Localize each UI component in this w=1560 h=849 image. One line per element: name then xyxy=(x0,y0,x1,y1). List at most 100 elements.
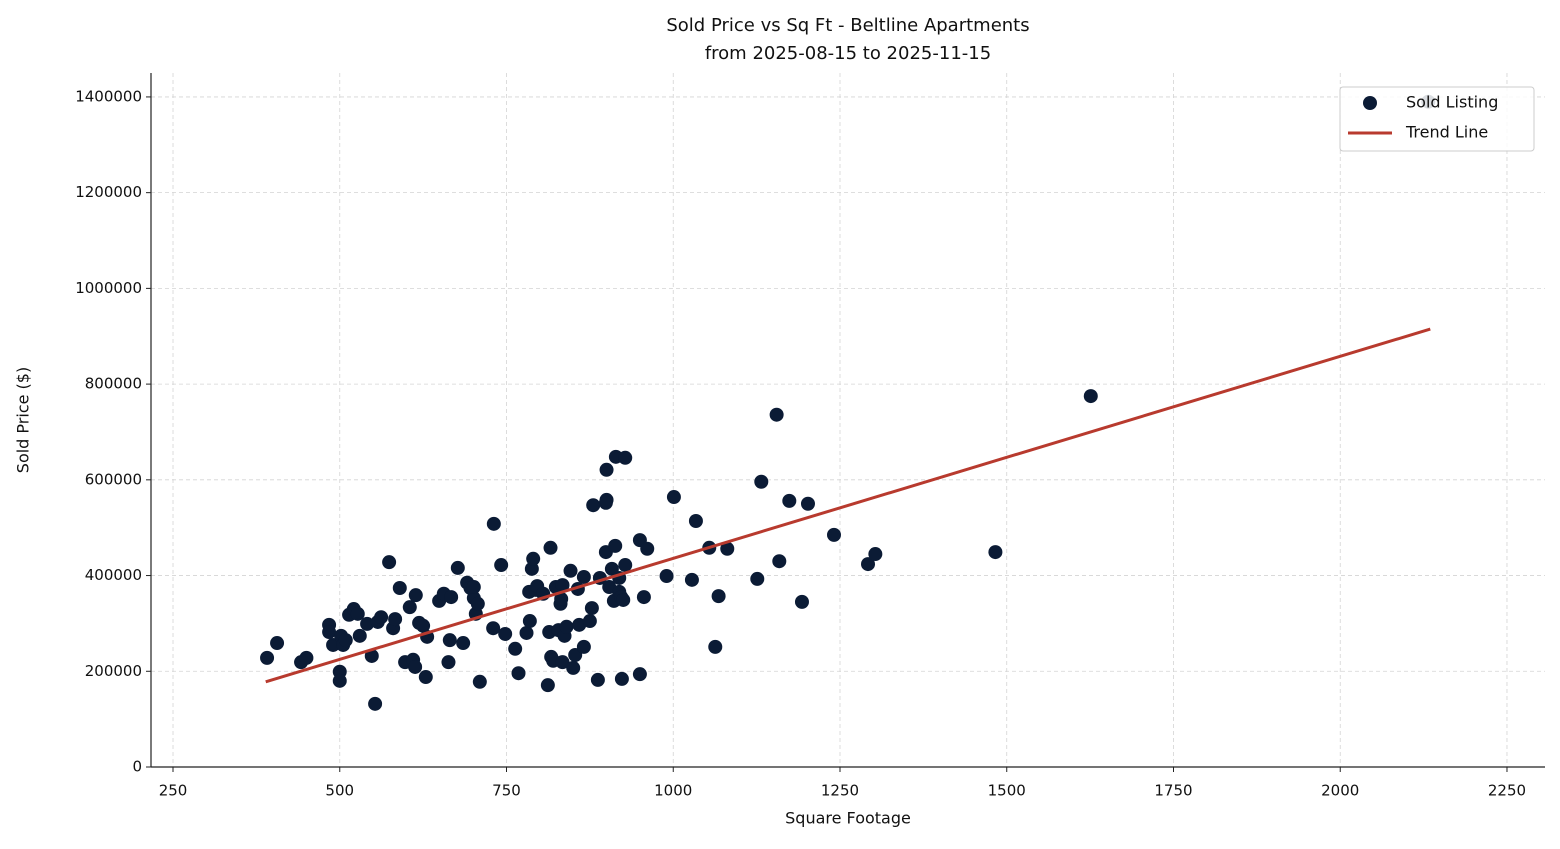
chart-title: Sold Price vs Sq Ft - Beltline Apartment… xyxy=(666,15,1029,36)
point xyxy=(364,648,379,663)
point xyxy=(494,558,509,573)
point xyxy=(508,641,523,656)
point xyxy=(270,636,285,651)
trend-line xyxy=(265,327,1431,684)
x-tick-label: 500 xyxy=(325,782,354,800)
point xyxy=(632,667,647,682)
point xyxy=(360,616,375,631)
point xyxy=(598,495,613,510)
legend-box xyxy=(1339,86,1535,152)
point xyxy=(566,660,581,675)
legend-swatch xyxy=(1363,96,1377,110)
point xyxy=(332,673,347,688)
point xyxy=(326,637,341,652)
point xyxy=(800,496,815,511)
point xyxy=(470,596,485,611)
point xyxy=(519,625,534,640)
point xyxy=(260,650,275,665)
x-tick-label: 2250 xyxy=(1488,782,1526,800)
x-tick-label: 1500 xyxy=(988,782,1026,800)
point xyxy=(498,626,513,641)
point xyxy=(750,571,765,586)
legend: Sold Listing Trend Line xyxy=(1339,86,1535,152)
point xyxy=(769,407,784,422)
point xyxy=(416,618,431,633)
y-tick-label: 800000 xyxy=(85,375,142,393)
point xyxy=(684,572,699,587)
point xyxy=(456,636,471,651)
point xyxy=(708,639,723,654)
y-tick-label: 400000 xyxy=(85,566,142,584)
point xyxy=(572,617,587,632)
point xyxy=(586,498,601,513)
x-tick-label: 2000 xyxy=(1321,782,1359,800)
y-tick-label: 0 xyxy=(132,758,142,776)
point xyxy=(754,474,769,489)
point xyxy=(1083,389,1098,404)
point xyxy=(861,557,876,572)
point xyxy=(616,592,631,607)
point xyxy=(402,600,417,615)
point xyxy=(382,555,397,570)
point xyxy=(444,590,459,605)
point xyxy=(636,590,651,605)
point xyxy=(772,554,787,569)
legend-label: Sold Listing xyxy=(1406,93,1498,112)
point xyxy=(522,614,537,629)
point xyxy=(408,659,423,674)
point xyxy=(338,633,353,648)
y-tick-label: 1000000 xyxy=(75,279,142,297)
point xyxy=(599,462,614,477)
point xyxy=(688,513,703,528)
y-tick-label: 1400000 xyxy=(75,87,142,105)
point xyxy=(540,678,555,693)
point xyxy=(368,696,383,711)
point xyxy=(388,612,403,627)
point xyxy=(576,639,591,654)
point xyxy=(563,563,578,578)
point xyxy=(350,606,365,621)
point xyxy=(794,594,809,609)
point xyxy=(466,580,481,595)
point xyxy=(559,619,574,634)
point xyxy=(392,580,407,595)
point xyxy=(576,569,591,584)
point xyxy=(408,588,423,603)
point xyxy=(418,670,433,685)
chart-subtitle: from 2025-08-15 to 2025-11-15 xyxy=(705,43,991,64)
point xyxy=(555,655,570,670)
point xyxy=(711,589,726,604)
point xyxy=(486,516,501,531)
point xyxy=(666,490,681,505)
point xyxy=(868,547,883,562)
point xyxy=(988,545,1003,560)
point xyxy=(659,569,674,584)
point xyxy=(618,450,633,465)
point xyxy=(374,610,389,625)
point xyxy=(554,592,569,607)
point xyxy=(299,650,314,665)
point xyxy=(590,672,605,687)
point xyxy=(543,540,558,555)
point xyxy=(322,625,337,640)
y-tick-label: 1200000 xyxy=(75,183,142,201)
point xyxy=(441,655,456,670)
y-tick-label: 200000 xyxy=(85,662,142,680)
legend-label: Trend Line xyxy=(1405,123,1488,142)
point xyxy=(511,666,526,681)
point xyxy=(618,558,633,573)
y-axis-label: Sold Price ($) xyxy=(14,367,33,473)
point xyxy=(582,614,597,629)
point xyxy=(584,601,599,616)
point xyxy=(450,560,465,575)
point xyxy=(608,538,623,553)
x-tick-label: 1750 xyxy=(1154,782,1192,800)
point xyxy=(826,527,841,542)
point xyxy=(614,671,629,686)
point xyxy=(555,578,570,593)
point xyxy=(442,633,457,648)
point xyxy=(640,541,655,556)
x-tick-label: 1250 xyxy=(821,782,859,800)
point xyxy=(720,541,735,556)
